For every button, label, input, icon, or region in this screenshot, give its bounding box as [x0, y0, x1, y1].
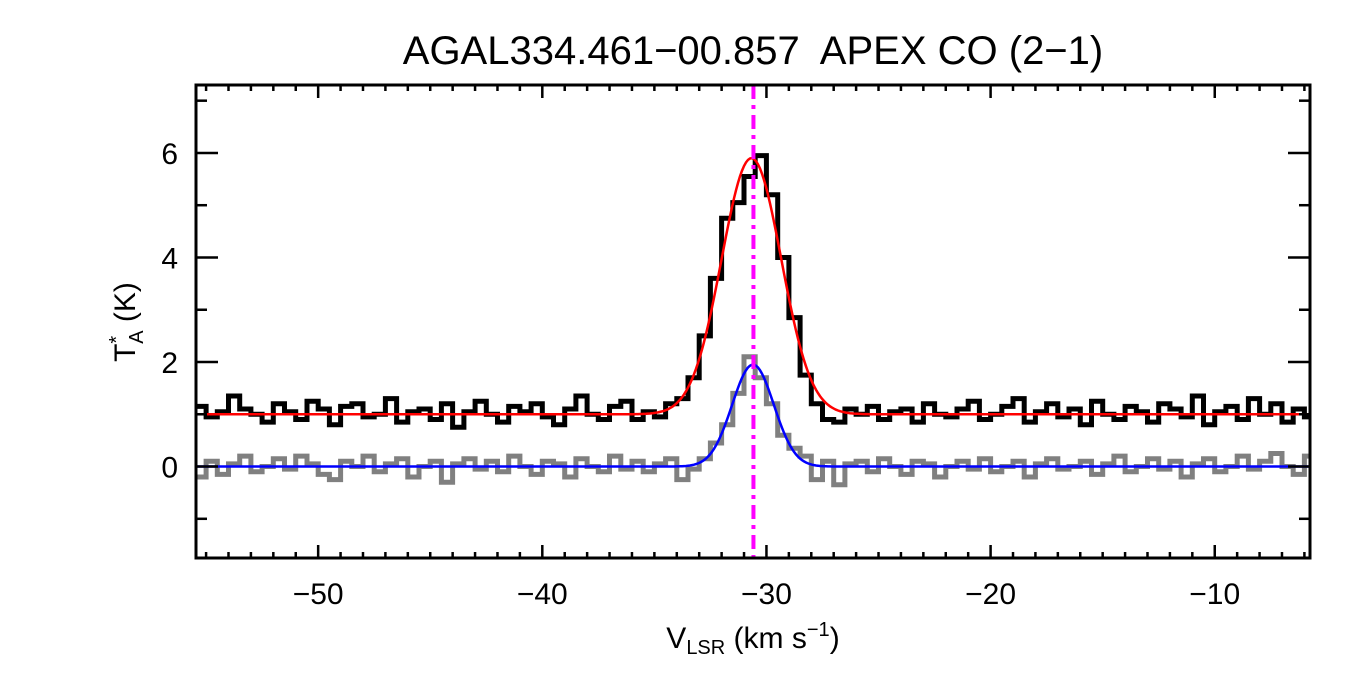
x-axis-label: VLSR (km s−1) — [666, 619, 839, 659]
x-label-end: ) — [830, 622, 840, 655]
axes-layer: −50 −40 −30 −20 −10 0 2 4 6 — [161, 83, 1312, 611]
y-label-main: T — [109, 344, 142, 362]
x-tick-label: −30 — [741, 578, 792, 611]
y-tick-label: 4 — [161, 242, 178, 275]
chart-title: AGAL334.461−00.857 APEX CO (2−1) — [403, 29, 1103, 73]
x-label-rest: (km s — [725, 622, 807, 655]
x-label-sub: LSR — [686, 637, 725, 659]
x-label-sup: −1 — [807, 619, 830, 641]
y-label-sup: * — [106, 336, 128, 344]
y-tick-label: 2 — [161, 347, 178, 380]
x-tick-label: −20 — [965, 578, 1016, 611]
plot-frame — [194, 83, 1312, 560]
x-tick-label: −40 — [517, 578, 568, 611]
y-label-rest: (K) — [109, 282, 142, 330]
y-tick-label: 0 — [161, 452, 178, 485]
y-label-sub: A — [126, 330, 148, 344]
plot-area — [196, 85, 1310, 558]
x-label-main: V — [666, 622, 686, 655]
x-tick-label: −10 — [1189, 578, 1240, 611]
y-tick-label: 6 — [161, 138, 178, 171]
series-layer — [196, 85, 1310, 558]
x-tick-label: −50 — [293, 578, 344, 611]
y-axis-label: T*A (K) — [106, 282, 148, 362]
